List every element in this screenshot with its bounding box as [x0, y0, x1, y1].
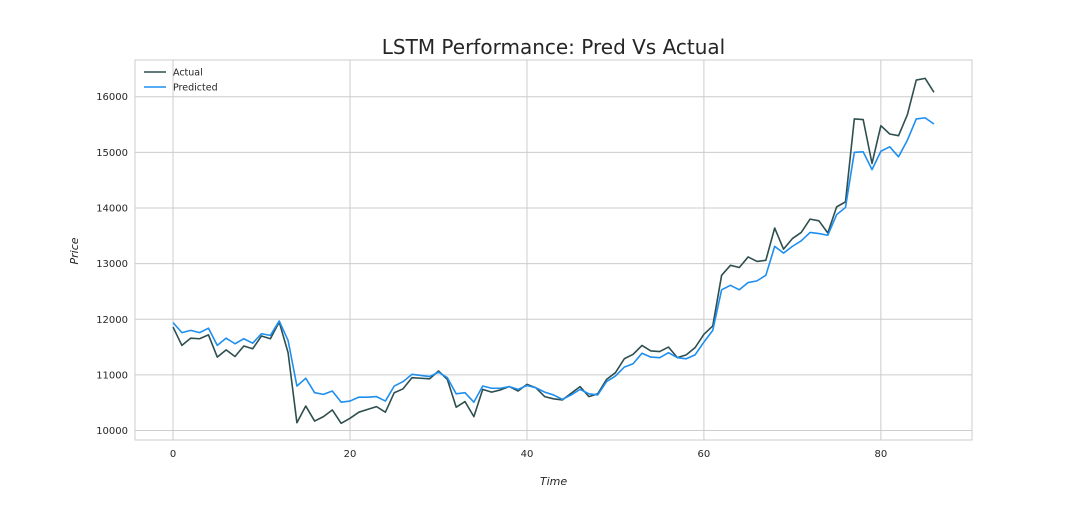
grid-lines [135, 60, 972, 440]
legend-label-actual: Actual [173, 68, 203, 79]
y-tick-label: 11000 [96, 370, 128, 381]
legend-label-predicted: Predicted [173, 83, 218, 94]
y-axis-title: Price [68, 237, 81, 264]
y-tick-label: 15000 [96, 148, 128, 159]
x-tick-label: 80 [875, 449, 888, 460]
x-tick-label: 20 [344, 449, 357, 460]
series-line-predicted [172, 117, 935, 403]
x-tick-label: 40 [521, 449, 534, 460]
y-tick-label: 14000 [96, 203, 128, 214]
series-line-actual [172, 77, 935, 425]
legend: Actual Predicted [144, 68, 218, 94]
x-tick-label: 60 [698, 449, 711, 460]
tick-labels: 0 20 40 60 80 10000 11000 12000 13000 14000 15000 1… [96, 92, 887, 460]
y-tick-label: 10000 [96, 426, 128, 437]
series-lines [172, 77, 935, 425]
y-tick-label: 12000 [96, 315, 128, 326]
chart-title: LSTM Performance: Pred Vs Actual [382, 35, 725, 59]
x-tick-label: 0 [170, 449, 176, 460]
y-tick-label: 16000 [96, 92, 128, 103]
plot-area [134, 59, 973, 441]
y-tick-label: 13000 [96, 259, 128, 270]
x-axis-title: Time [540, 475, 567, 488]
